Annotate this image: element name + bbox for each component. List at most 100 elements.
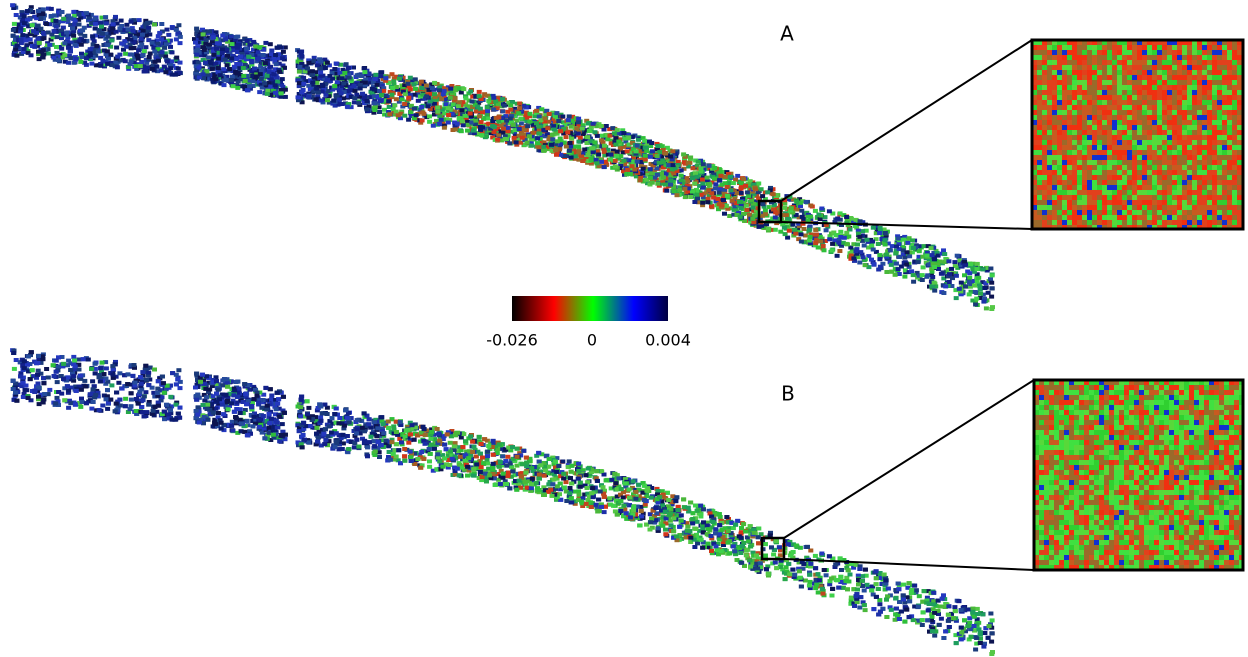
point-speck	[377, 89, 382, 93]
point-speck	[782, 202, 787, 206]
point-speck	[203, 42, 208, 46]
point-speck	[41, 31, 46, 35]
point-speck	[424, 95, 429, 99]
point-speck	[265, 74, 270, 78]
point-speck	[52, 13, 57, 17]
point-speck	[475, 105, 480, 109]
point-speck	[165, 60, 170, 64]
point-speck	[301, 82, 306, 86]
point-speck	[61, 17, 66, 21]
point-speck	[100, 32, 105, 36]
point-speck	[390, 86, 395, 90]
point-speck	[862, 244, 867, 248]
point-speck	[574, 127, 579, 131]
point-speck	[71, 10, 76, 14]
point-speck	[635, 144, 640, 148]
point-speck	[471, 129, 476, 133]
point-speck	[907, 254, 912, 258]
point-speck	[844, 231, 849, 235]
point-speck	[448, 87, 453, 91]
point-speck	[963, 284, 968, 288]
point-speck	[268, 42, 273, 46]
point-speck	[358, 83, 363, 87]
point-speck	[446, 121, 451, 125]
point-speck	[537, 132, 542, 136]
point-speck	[543, 116, 548, 120]
point-speck	[225, 54, 230, 58]
point-speck	[477, 114, 482, 118]
point-speck	[420, 110, 425, 114]
point-speck	[675, 193, 680, 197]
point-speck	[514, 140, 519, 144]
point-speck	[268, 65, 273, 69]
point-speck	[128, 62, 133, 66]
point-speck	[164, 42, 169, 46]
point-speck	[930, 275, 935, 279]
point-speck	[339, 91, 344, 95]
point-speck	[988, 267, 993, 271]
point-speck	[115, 65, 120, 69]
point-speck	[648, 167, 653, 171]
point-speck	[113, 15, 118, 19]
point-speck	[394, 110, 399, 114]
point-speck	[712, 166, 717, 170]
point-speck	[259, 68, 264, 72]
point-speck	[116, 36, 121, 40]
point-speck	[718, 174, 723, 178]
point-speck	[978, 292, 983, 296]
point-speck	[883, 231, 888, 235]
point-speck	[178, 35, 183, 39]
point-speck	[643, 154, 648, 158]
point-speck	[505, 110, 510, 114]
point-speck	[706, 188, 711, 192]
point-speck	[549, 143, 554, 147]
point-speck	[355, 73, 360, 77]
point-speck	[759, 187, 764, 191]
point-speck	[414, 113, 419, 117]
point-speck	[211, 53, 216, 57]
point-speck	[325, 78, 330, 82]
point-speck	[214, 77, 219, 81]
point-speck	[655, 144, 660, 148]
point-speck	[530, 131, 535, 135]
point-speck	[648, 176, 653, 180]
point-speck	[614, 154, 619, 158]
point-speck	[174, 56, 179, 60]
point-speck	[162, 46, 167, 50]
point-speck	[358, 87, 363, 91]
point-speck	[535, 136, 540, 140]
point-speck	[756, 182, 761, 186]
point-speck	[608, 158, 613, 162]
point-speck	[332, 84, 337, 88]
point-speck	[22, 21, 27, 25]
point-speck	[442, 126, 447, 130]
point-speck	[473, 119, 478, 123]
point-speck	[974, 297, 979, 301]
point-speck	[62, 41, 67, 45]
point-speck	[319, 99, 324, 103]
point-speck	[765, 190, 770, 194]
point-speck	[671, 189, 676, 193]
point-speck	[972, 284, 977, 288]
point-speck	[201, 32, 206, 36]
point-speck	[814, 233, 819, 237]
point-speck	[670, 149, 675, 153]
point-speck	[909, 269, 914, 273]
point-speck	[838, 235, 843, 239]
point-speck	[478, 128, 483, 132]
point-speck	[176, 23, 181, 27]
point-speck	[457, 116, 462, 120]
point-speck	[457, 100, 462, 104]
point-speck	[655, 182, 660, 186]
point-speck	[902, 256, 907, 260]
point-speck	[93, 17, 98, 21]
point-speck	[636, 138, 641, 142]
point-speck	[263, 41, 268, 45]
point-speck	[254, 75, 259, 79]
point-speck	[799, 232, 804, 236]
point-speck	[14, 13, 19, 17]
point-speck	[435, 106, 440, 110]
point-speck	[528, 112, 533, 116]
point-speck	[757, 225, 762, 229]
point-speck	[20, 33, 25, 37]
